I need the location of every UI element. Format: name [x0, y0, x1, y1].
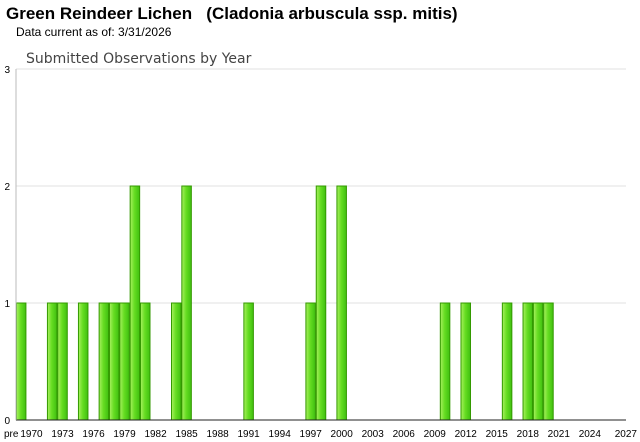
data-date-subtitle: Data current as of: 3/31/2026 — [16, 25, 172, 39]
bar-2016 — [501, 302, 513, 421]
bar-2000 — [336, 185, 347, 421]
bar-pre — [15, 302, 27, 421]
chart-title: Submitted Observations by Year — [26, 51, 252, 67]
x-tick-label: 2009 — [424, 429, 447, 440]
x-tick-label: 2000 — [331, 429, 354, 440]
x-tick-label: 2015 — [486, 429, 509, 440]
x-tick-label: 2018 — [517, 429, 540, 440]
bar-2019 — [532, 302, 544, 421]
bar-1984 — [170, 302, 182, 421]
bar-1985 — [181, 185, 192, 421]
bar-2012 — [460, 302, 472, 421]
bar-2020 — [543, 302, 554, 421]
bar-1981 — [139, 302, 151, 421]
x-tick-label: 2003 — [362, 429, 385, 440]
y-tick-label: 3 — [4, 65, 10, 76]
x-tick-label: 1982 — [144, 429, 167, 440]
x-tick-label: 1979 — [113, 429, 136, 440]
bar-2010 — [439, 302, 451, 421]
x-tick-label: 1985 — [175, 429, 198, 440]
x-tick-label: 2021 — [548, 429, 571, 440]
bar-1978 — [108, 302, 120, 421]
bar-2018 — [522, 302, 534, 421]
x-axis-ticks: pre 1970 1973 1976 1979 1982 1985 1988 1991 1994 1… — [4, 429, 637, 440]
x-tick-label: 1973 — [51, 429, 74, 440]
x-tick-label: 1988 — [206, 429, 229, 440]
bar-1997 — [305, 302, 316, 421]
x-tick-label: 1991 — [238, 429, 261, 440]
x-tick-label: 2024 — [579, 429, 602, 440]
x-tick-label: 2027 — [615, 429, 638, 440]
y-tick-label: 0 — [4, 416, 10, 427]
page-title: Green Reindeer Lichen (Cladonia arbuscul… — [6, 4, 458, 23]
y-axis-ticks: 0 1 2 3 — [4, 65, 10, 427]
bar-1975 — [77, 302, 89, 421]
x-tick-label: 2006 — [393, 429, 416, 440]
x-tick-label: 1970 — [20, 429, 43, 440]
bar-1973 — [57, 302, 68, 421]
x-tick-label: pre — [4, 429, 19, 440]
axes — [15, 69, 626, 421]
bar-1980 — [129, 185, 141, 421]
bar-1977 — [98, 302, 110, 421]
bar-1979 — [119, 302, 130, 421]
bar-1991 — [243, 302, 254, 421]
bar-1998 — [315, 185, 327, 421]
x-tick-label: 2012 — [455, 429, 478, 440]
x-tick-label: 1976 — [82, 429, 105, 440]
bar-1972 — [46, 302, 58, 421]
y-tick-label: 1 — [4, 299, 10, 310]
x-tick-label: 1997 — [300, 429, 323, 440]
x-tick-label: 1994 — [269, 429, 292, 440]
y-tick-label: 2 — [4, 182, 10, 193]
